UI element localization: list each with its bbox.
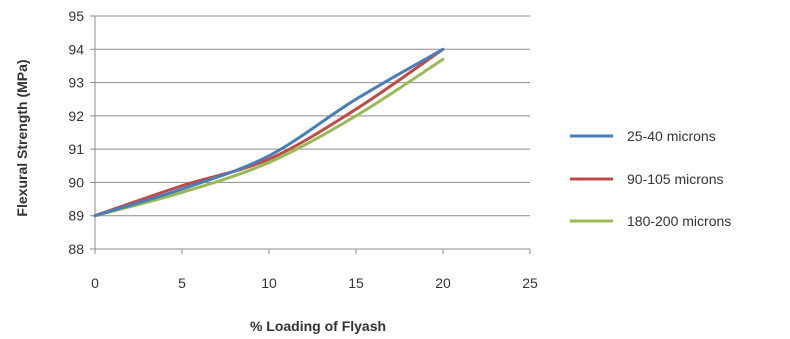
y-tick-labels: 88 89 90 91 92 93 94 95 xyxy=(68,8,84,257)
x-axis-title: % Loading of Flyash xyxy=(250,318,386,334)
y-tick-label: 94 xyxy=(68,41,84,57)
series-line xyxy=(93,47,445,218)
y-tick-label: 89 xyxy=(68,208,84,224)
y-tick-label: 91 xyxy=(68,141,84,157)
y-tick-label: 90 xyxy=(68,174,84,190)
x-tick-labels: 0 5 10 15 20 25 xyxy=(91,275,538,291)
y-axis-title: Flexural Strength (MPa) xyxy=(14,59,30,216)
y-tick-label: 92 xyxy=(68,108,84,124)
x-tick-label: 0 xyxy=(91,275,99,291)
x-tick-label: 20 xyxy=(435,275,451,291)
legend-label: 25-40 microns xyxy=(627,128,716,144)
y-tick-label: 88 xyxy=(68,241,84,257)
x-tick-label: 10 xyxy=(261,275,277,291)
gridlines xyxy=(95,15,530,217)
y-tick-label: 95 xyxy=(68,8,84,24)
axes xyxy=(90,15,531,254)
y-tick-label: 93 xyxy=(68,75,84,91)
series-line xyxy=(93,47,445,218)
series-line xyxy=(93,57,445,218)
x-tick-label: 15 xyxy=(348,275,364,291)
legend: 25-40 microns 90-105 microns 180-200 micro… xyxy=(570,128,731,229)
legend-label: 180-200 microns xyxy=(627,213,731,229)
x-tick-label: 5 xyxy=(178,275,186,291)
series-lines xyxy=(93,47,445,218)
legend-label: 90-105 microns xyxy=(627,171,724,187)
x-tick-label: 25 xyxy=(522,275,538,291)
